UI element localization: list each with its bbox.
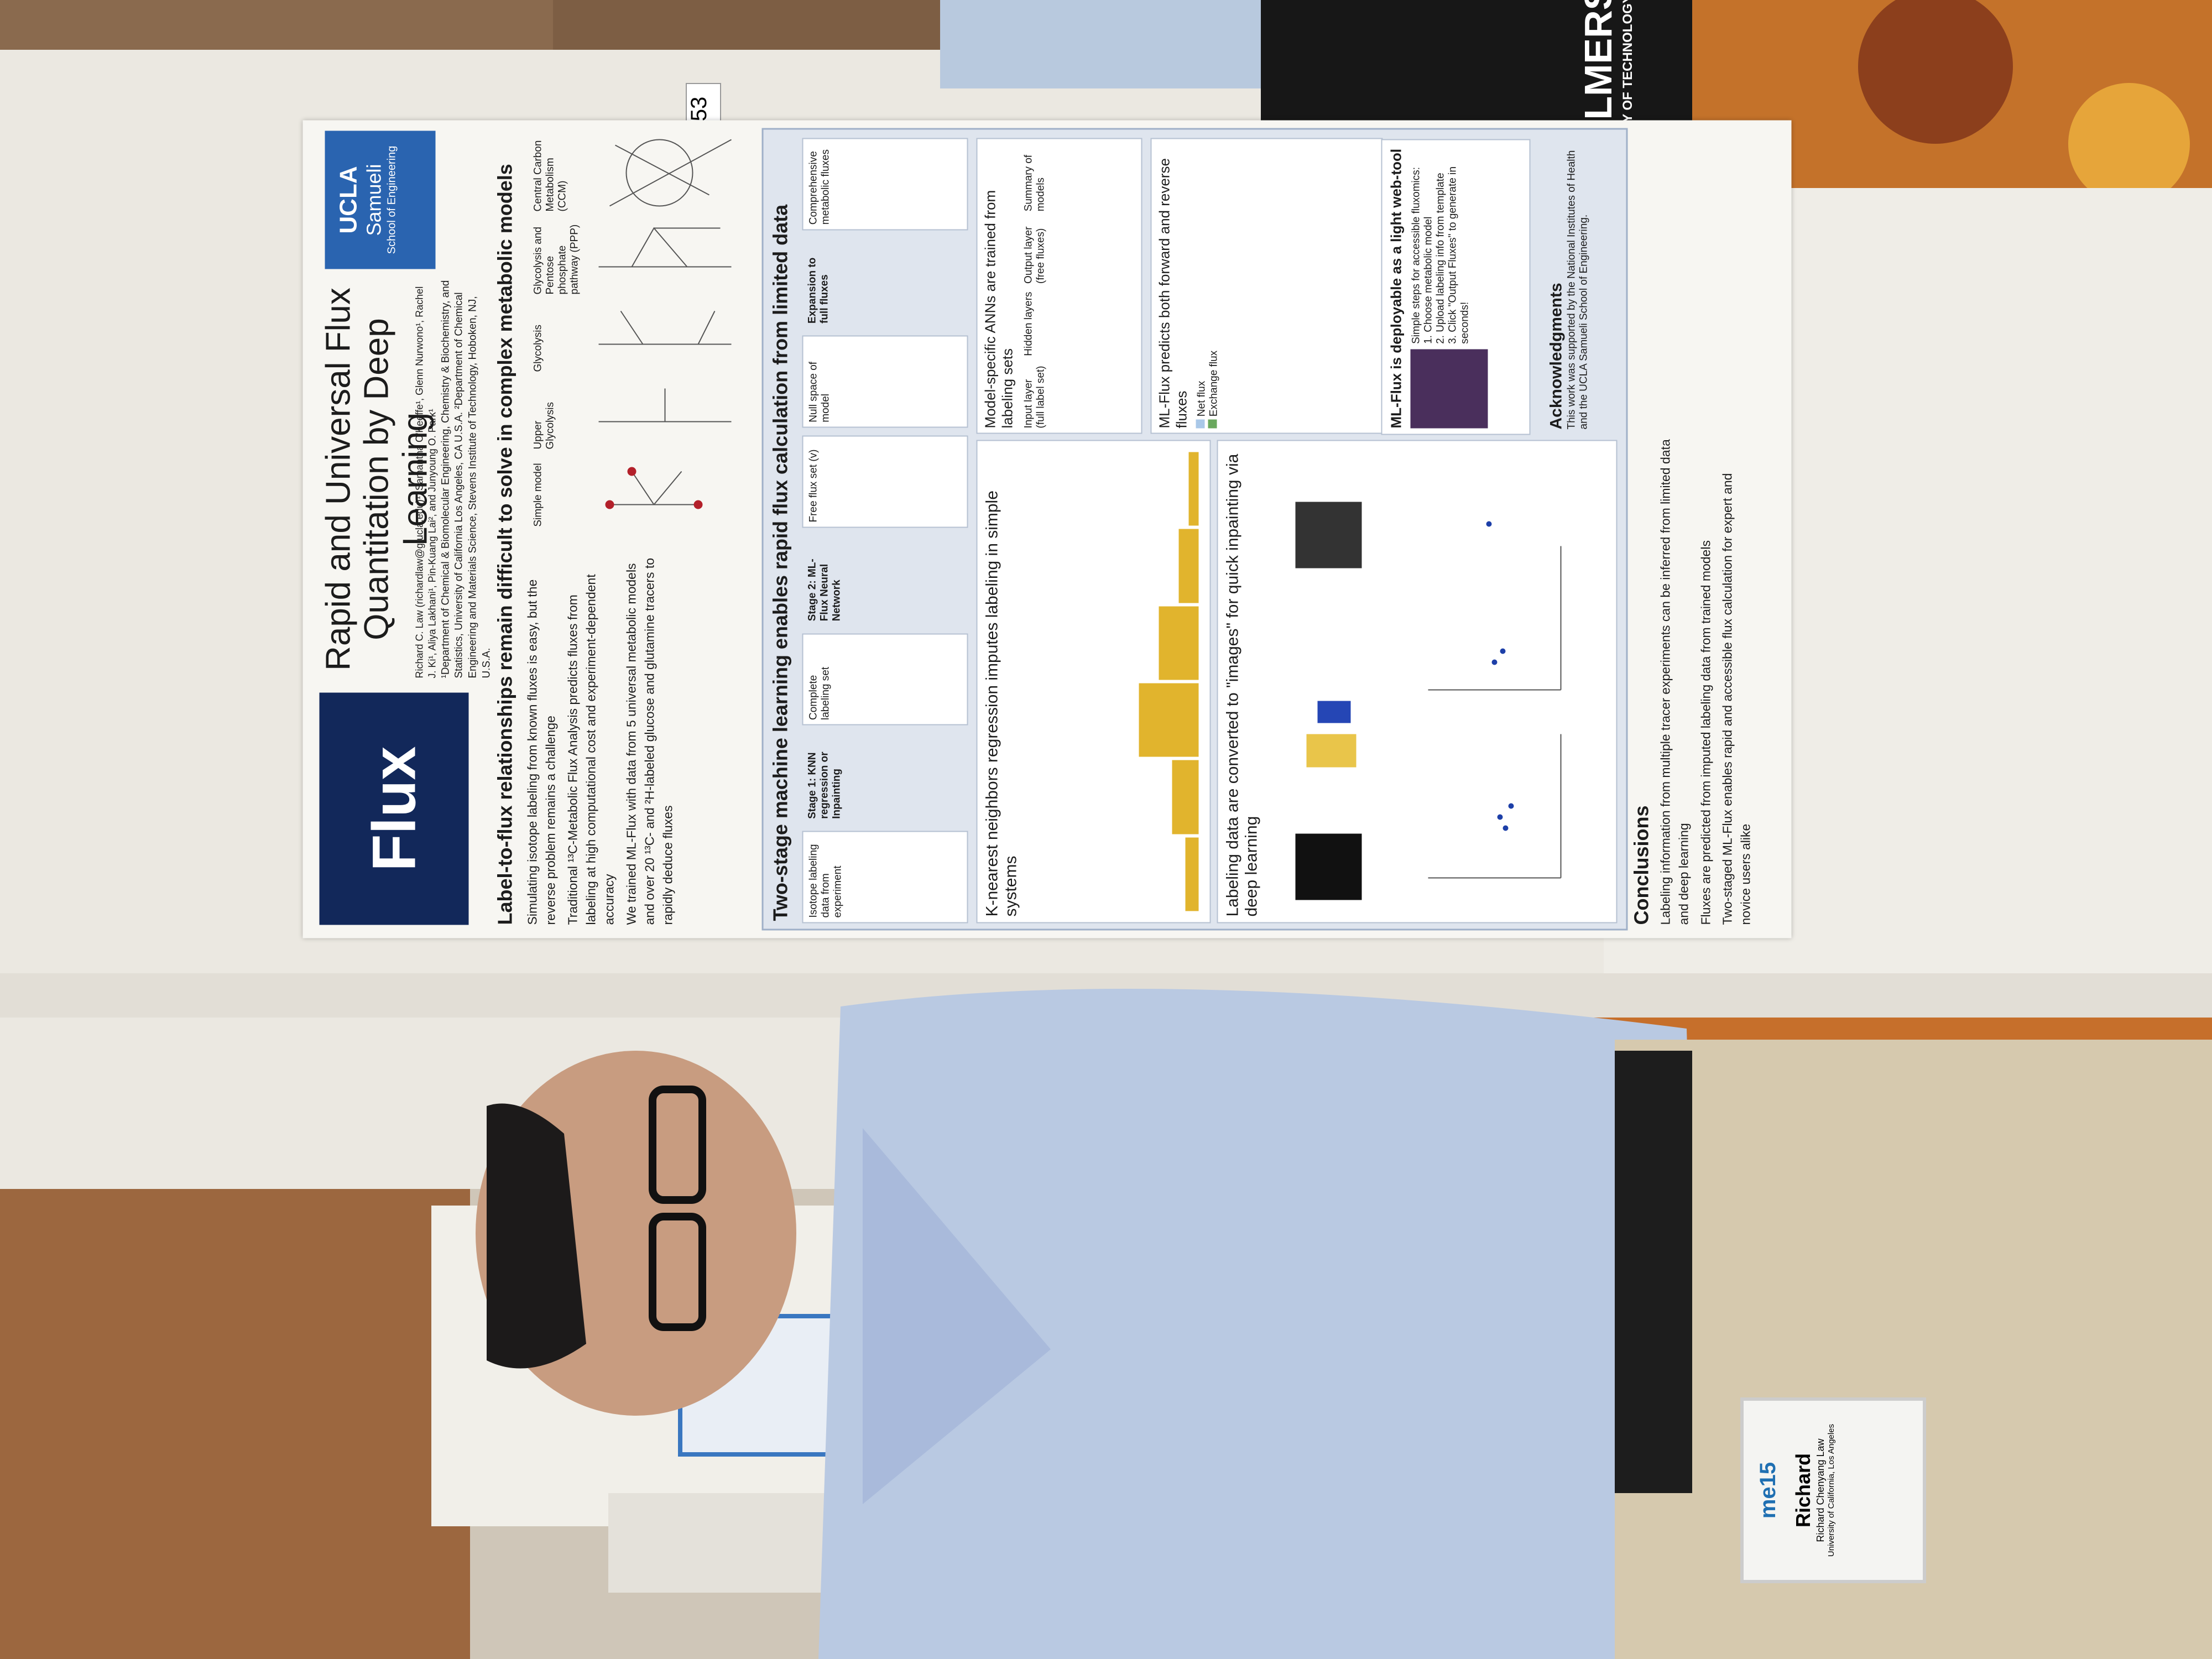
panel-heading: ML-Flux predicts both forward and revers… xyxy=(1156,158,1190,429)
institution-school: Samueli xyxy=(362,164,385,236)
webtool-panel: ML-Flux is deployable as a light web-too… xyxy=(1381,139,1531,435)
badge-logo: me15 xyxy=(1756,1462,1780,1519)
affiliations: ¹Department of Chemical & Biomolecular E… xyxy=(440,280,493,679)
model-label: Simple model xyxy=(532,463,544,527)
fluxes-panel: ML-Flux predicts both forward and revers… xyxy=(1150,138,1383,434)
shirt-collar xyxy=(863,1128,1051,1504)
inpainting-panel: Labeling data are converted to "images" … xyxy=(1217,440,1618,924)
ann-panel: Model-specific ANNs are trained from lab… xyxy=(976,138,1142,434)
poster-logo: Flux xyxy=(319,692,469,925)
section-heading: Two-stage machine learning enables rapid… xyxy=(769,204,792,921)
institution-logo: UCLA Samueli School of Engineering xyxy=(325,131,436,269)
institution-name: UCLA xyxy=(335,166,362,234)
legend-text: Net flux xyxy=(1196,380,1208,417)
model-label: Glycolysis xyxy=(532,324,544,372)
bullet: We trained ML-Flux with data from 5 univ… xyxy=(624,557,675,925)
intro-section: Label-to-flux relationships remain diffi… xyxy=(493,134,732,925)
ann-label: Summary of models xyxy=(1022,154,1047,212)
ann-labels: Input layer (full label set) Hidden laye… xyxy=(1023,144,1047,429)
badge-first-name: Richard xyxy=(1792,1453,1814,1528)
ann-label: Input layer (full label set) xyxy=(1022,366,1047,429)
panel-heading: Labeling data are converted to "images" … xyxy=(1223,453,1261,917)
intro-bullets: Simulating isotope labeling from known f… xyxy=(524,549,678,925)
hair xyxy=(487,1103,586,1369)
glasses xyxy=(649,1086,706,1204)
flow-step: Complete labeling set xyxy=(802,633,968,726)
flow-step: Expansion to full fluxes xyxy=(806,257,831,324)
method-header: Two-stage machine learning enables rapid… xyxy=(764,130,798,929)
acknowledgments: Acknowledgments This work was supported … xyxy=(1542,139,1596,435)
acknowledgments-text: This work was supported by the National … xyxy=(1566,150,1590,430)
section-heading: Label-to-flux relationships remain diffi… xyxy=(493,164,517,925)
webtool-steps: Simple steps for accessible fluxomics: 1… xyxy=(1411,146,1488,344)
carpet-pattern xyxy=(1858,0,2013,144)
illustration xyxy=(1133,452,1199,911)
bullet: Simulating isotope labeling from known f… xyxy=(525,579,558,925)
flow-step: Isotope labeling data from experiment xyxy=(802,831,968,924)
badge-affiliation: University of California, Los Angeles xyxy=(1827,1423,1836,1557)
flow-step: Stage 2: ML-Flux Neural Network xyxy=(806,559,843,622)
model-label: Glycolysis and Pentose phosphate pathway… xyxy=(532,224,581,295)
ann-label: Hidden layers xyxy=(1022,291,1035,356)
belt xyxy=(1615,1051,1692,1493)
badge-full-name: Richard Chenyang Law xyxy=(1815,1438,1826,1542)
flow-step: Stage 1: KNN regression or Inpainting xyxy=(806,752,843,819)
section-heading: Acknowledgments xyxy=(1547,283,1566,430)
bullet: Two-staged ML-Flux enables rapid and acc… xyxy=(1720,473,1753,925)
glasses xyxy=(649,1213,706,1331)
model-label: Central Carbon Metabolism (CCM) xyxy=(532,140,568,212)
bullet: Labeling information from multiple trace… xyxy=(1658,439,1691,925)
conclusions: Conclusions Labeling information from mu… xyxy=(1630,439,1759,925)
step: 3. Click "Output Fluxes" to generate in … xyxy=(1447,166,1471,344)
webtool-body: Simple steps for accessible fluxomics: 1… xyxy=(1410,146,1488,429)
knn-panel: K-nearest neighbors regression imputes l… xyxy=(976,440,1211,924)
panel-heading: Model-specific ANNs are trained from lab… xyxy=(982,190,1016,429)
legend-label: Exchange flux xyxy=(1208,144,1220,429)
step: 2. Upload labeling info from template xyxy=(1434,173,1447,344)
flow: Isotope labeling data from experiment St… xyxy=(802,138,968,924)
badge-content: me15 Richard Richard Chenyang Law Univer… xyxy=(1750,1407,1916,1573)
step: Simple steps for accessible fluxomics: xyxy=(1410,166,1422,344)
flow-step: Comprehensive metabolic fluxes xyxy=(802,138,968,231)
bullet: Fluxes are predicted from imputed labeli… xyxy=(1698,540,1713,925)
flow-step: Free flux set (v) xyxy=(802,435,968,528)
method-section: Two-stage machine learning enables rapid… xyxy=(761,128,1628,931)
wood-wall xyxy=(0,1189,470,1659)
model-label: Upper Glycolysis xyxy=(532,401,556,450)
illustration xyxy=(1295,502,1562,900)
ann-label: Output layer (free fluxes) xyxy=(1022,226,1047,284)
webtool-screenshot xyxy=(1410,349,1488,429)
poster: Flux Rapid and Universal Flux Quantitati… xyxy=(302,120,1792,938)
network-diagrams xyxy=(598,139,732,509)
name-badge xyxy=(1740,1397,1926,1583)
panel-heading: K-nearest neighbors regression imputes l… xyxy=(983,491,1020,917)
section-heading: Conclusions xyxy=(1630,805,1653,925)
authors: Richard C. Law (richardlaw@g.ucla.edu)¹,… xyxy=(414,286,438,679)
blue-shirt xyxy=(818,989,1703,1659)
legend-label: Net flux xyxy=(1196,144,1208,429)
step: 1. Choose metabolic model xyxy=(1422,216,1434,344)
legend-text: Exchange flux xyxy=(1208,350,1220,417)
poster-authors: Richard C. Law (richardlaw@g.ucla.edu)¹,… xyxy=(414,280,494,679)
flow-step: Null space of model xyxy=(802,336,968,428)
carpet-pattern xyxy=(2068,83,2190,205)
panel-heading: ML-Flux is deployable as a light web-too… xyxy=(1387,148,1405,429)
bullet: Traditional ¹³C-Metabolic Flux Analysis … xyxy=(565,574,617,925)
institution-subtitle: School of Engineering xyxy=(385,145,398,254)
